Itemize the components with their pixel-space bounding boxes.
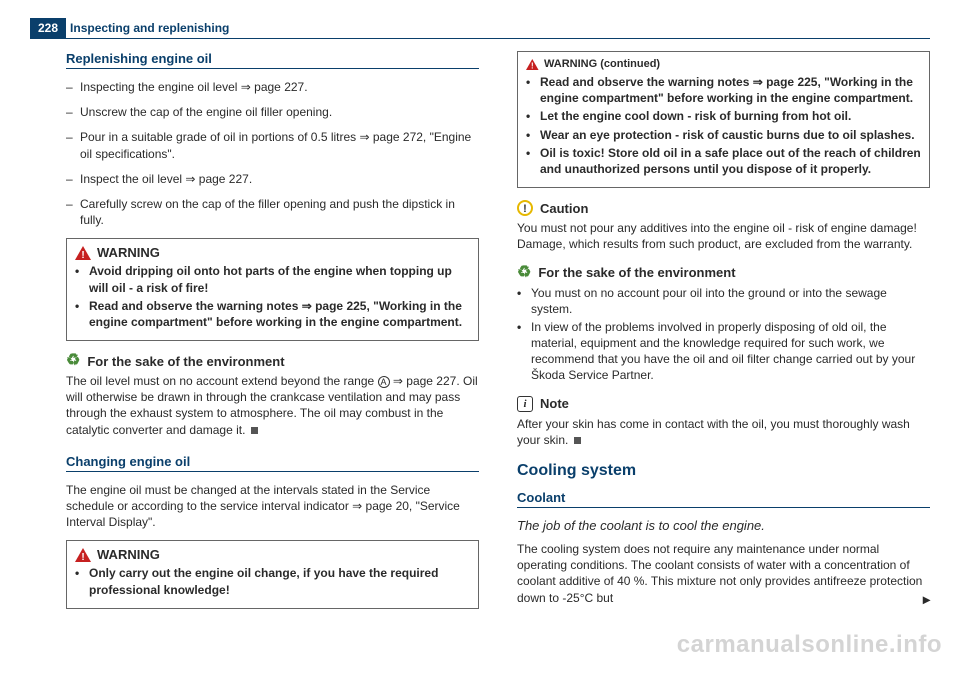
watermark: carmanualsonline.info bbox=[677, 631, 942, 659]
heading-replenishing: Replenishing engine oil bbox=[66, 51, 479, 69]
continue-arrow-icon: ▸ bbox=[923, 590, 930, 609]
caution-icon: ! bbox=[517, 200, 533, 216]
coolant-lead: The job of the coolant is to cool the en… bbox=[517, 518, 930, 533]
step-2: Unscrew the cap of the engine oil filler… bbox=[66, 104, 479, 120]
env-item-2: In view of the problems involved in prop… bbox=[517, 319, 930, 384]
warn-cont-item-1: Read and observe the warning notes ⇒ pag… bbox=[526, 74, 921, 106]
svg-text:!: ! bbox=[81, 552, 84, 562]
environment-icon: ♻ bbox=[66, 353, 80, 369]
page-header: 228 Inspecting and replenishing bbox=[30, 18, 930, 39]
heading-cooling-system: Cooling system bbox=[517, 462, 930, 480]
warning-icon: ! bbox=[75, 548, 91, 562]
warning-title: WARNING bbox=[97, 245, 160, 260]
warn2-item-1: Only carry out the engine oil change, if… bbox=[75, 565, 470, 597]
page-number: 228 bbox=[30, 18, 66, 38]
step-4: Inspect the oil level ⇒ page 227. bbox=[66, 171, 479, 187]
step-3: Pour in a suitable grade of oil in porti… bbox=[66, 129, 479, 161]
warn1-item-2: Read and observe the warning notes ⇒ pag… bbox=[75, 298, 470, 330]
left-column: Replenishing engine oil Inspecting the e… bbox=[66, 51, 479, 619]
caution-title: Caution bbox=[540, 201, 588, 216]
svg-text:!: ! bbox=[81, 250, 84, 260]
warning-continued-title: WARNING (continued) bbox=[544, 58, 660, 70]
right-column: ! WARNING (continued) Read and observe t… bbox=[517, 51, 930, 619]
warning-icon: ! bbox=[526, 59, 539, 70]
environment-icon: ♻ bbox=[517, 265, 531, 281]
warn-cont-item-4: Oil is toxic! Store old oil in a safe pl… bbox=[526, 145, 921, 177]
environment-text: The oil level must on no account extend … bbox=[66, 373, 479, 438]
warning-box-1: ! WARNING Avoid dripping oil onto hot pa… bbox=[66, 238, 479, 341]
caution-text: You must not pour any additives into the… bbox=[517, 220, 930, 252]
changing-text: The engine oil must be changed at the in… bbox=[66, 482, 479, 531]
svg-text:!: ! bbox=[523, 203, 527, 215]
end-mark bbox=[574, 437, 581, 444]
end-mark bbox=[251, 427, 258, 434]
warn-cont-item-3: Wear an eye protection - risk of caustic… bbox=[526, 127, 921, 143]
warning-icon: ! bbox=[75, 246, 91, 260]
heading-changing: Changing engine oil bbox=[66, 454, 479, 472]
header-title: Inspecting and replenishing bbox=[70, 21, 229, 35]
note-text: After your skin has come in contact with… bbox=[517, 416, 930, 448]
range-a-icon: A bbox=[378, 376, 390, 388]
step-5: Carefully screw on the cap of the filler… bbox=[66, 196, 479, 228]
coolant-text: The cooling system does not require any … bbox=[517, 541, 930, 606]
note-icon: i bbox=[517, 396, 533, 412]
warn-cont-item-2: Let the engine cool down - risk of burni… bbox=[526, 108, 921, 124]
note-title: Note bbox=[540, 396, 569, 411]
warn1-item-1: Avoid dripping oil onto hot parts of the… bbox=[75, 263, 470, 295]
warning-title: WARNING bbox=[97, 547, 160, 562]
svg-text:!: ! bbox=[531, 61, 534, 70]
env-item-1: You must on no account pour oil into the… bbox=[517, 285, 930, 317]
heading-coolant: Coolant bbox=[517, 490, 930, 508]
environment-title: For the sake of the environment bbox=[538, 265, 735, 280]
step-1: Inspecting the engine oil level ⇒ page 2… bbox=[66, 79, 479, 95]
environment-title: For the sake of the environment bbox=[87, 354, 284, 369]
replenish-steps: Inspecting the engine oil level ⇒ page 2… bbox=[66, 79, 479, 228]
warning-box-2: ! WARNING Only carry out the engine oil … bbox=[66, 540, 479, 608]
warning-box-continued: ! WARNING (continued) Read and observe t… bbox=[517, 51, 930, 188]
